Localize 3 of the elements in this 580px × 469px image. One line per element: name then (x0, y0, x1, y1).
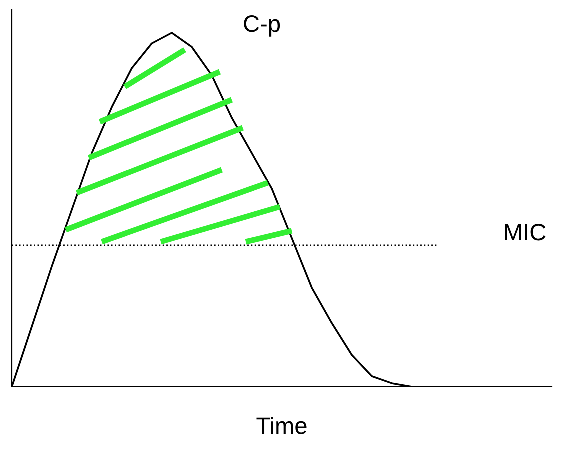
text: C-p (244, 16, 280, 37)
ref-line-label: MIC (505, 224, 546, 241)
x-axis-title: Time (256, 416, 307, 434)
